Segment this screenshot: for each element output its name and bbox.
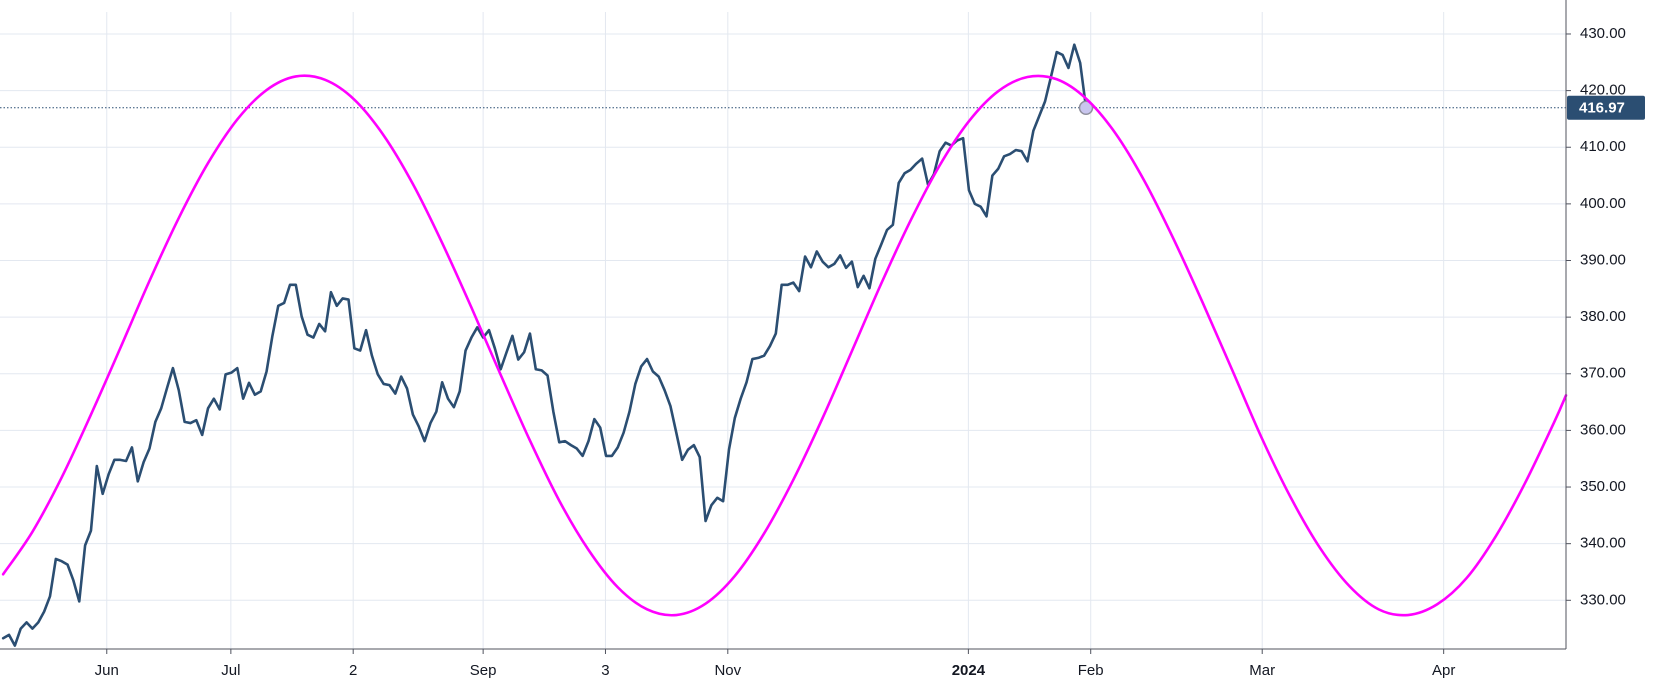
- y-tick-label: 350.00: [1580, 478, 1626, 495]
- last-price-label: 416.97: [1579, 100, 1625, 117]
- x-tick-label: Nov: [714, 662, 741, 679]
- last-price-badge: [1567, 95, 1645, 120]
- x-tick-label: Mar: [1249, 662, 1275, 679]
- y-tick-label: 330.00: [1580, 591, 1626, 608]
- x-tick-label: Feb: [1078, 662, 1104, 679]
- y-tick-label: 400.00: [1580, 195, 1626, 212]
- series-line: [1, 43, 1088, 647]
- y-tick-label: 360.00: [1580, 421, 1626, 438]
- x-tick-label: 3: [601, 662, 609, 679]
- x-tick-label: Apr: [1432, 662, 1455, 679]
- y-tick-label: 390.00: [1580, 251, 1626, 268]
- x-tick-label: Jul: [221, 662, 240, 679]
- axes: 330.00 340.00 350.00 360.00 370.00 380.00 390.…: [0, 0, 1645, 679]
- last-point: [1078, 100, 1094, 116]
- plot-area: [0, 43, 1568, 647]
- y-tick-label: 370.00: [1580, 365, 1626, 382]
- series-line: [1, 74, 1568, 617]
- y-tick-label: 340.00: [1580, 535, 1626, 552]
- y-tick-label: 420.00: [1580, 82, 1626, 99]
- x-tick-label: 2: [349, 662, 357, 679]
- x-tick-label: Jun: [95, 662, 119, 679]
- y-tick-label: 430.00: [1580, 25, 1626, 42]
- x-tick-label: Sep: [470, 662, 497, 679]
- y-tick-label: 380.00: [1580, 308, 1626, 325]
- y-tick-label: 410.00: [1580, 138, 1626, 155]
- x-tick-label: 2024: [952, 662, 986, 679]
